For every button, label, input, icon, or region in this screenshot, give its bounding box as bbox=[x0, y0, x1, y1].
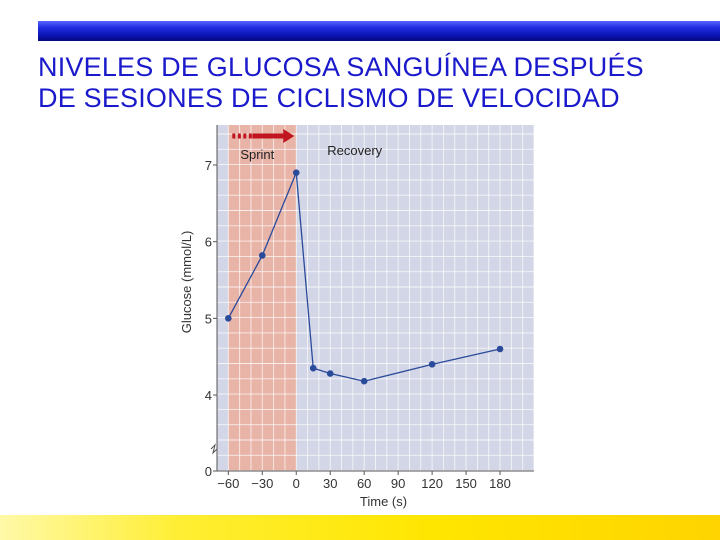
y-tick-label: 7 bbox=[205, 158, 212, 173]
x-tick-label: 60 bbox=[357, 476, 371, 491]
series-line bbox=[227, 172, 501, 382]
sprint-arrow-icon bbox=[232, 129, 295, 143]
y-axis-label: Glucose (mmol/L) bbox=[179, 231, 194, 334]
y-tick-label: 0 bbox=[205, 464, 212, 479]
x-tick-label: 150 bbox=[455, 476, 477, 491]
data-point bbox=[326, 370, 334, 377]
x-tick-label: 180 bbox=[489, 476, 511, 491]
x-tick-label: −60 bbox=[217, 476, 239, 491]
data-point bbox=[360, 377, 368, 385]
sprint-arrow-head bbox=[283, 129, 295, 143]
data-point bbox=[292, 169, 300, 176]
x-tick-label: 0 bbox=[293, 476, 300, 491]
sprint-label: Sprint bbox=[240, 147, 274, 162]
x-tick-labels: −60 −30 0 30 60 90 120 150 180 bbox=[217, 476, 511, 491]
y-tick-labels: 0 4 5 6 7 bbox=[205, 158, 212, 479]
bottom-decor-bar bbox=[0, 515, 720, 540]
recovery-label: Recovery bbox=[327, 143, 382, 158]
x-tick-label: 120 bbox=[421, 476, 443, 491]
axis-break-icon bbox=[210, 443, 218, 455]
axis-break-mark bbox=[210, 443, 218, 455]
top-decor-bar bbox=[38, 21, 720, 41]
data-point bbox=[225, 315, 232, 322]
slide-title-line-2: DE SESIONES DE CICLISMO DE VELOCIDAD bbox=[38, 83, 620, 113]
glucose-series bbox=[225, 169, 504, 385]
slide-title-line-1: NIVELES DE GLUCOSA SANGUÍNEA DESPUÉS bbox=[38, 52, 644, 82]
data-point bbox=[496, 345, 504, 353]
data-point bbox=[428, 361, 436, 368]
slide-title: NIVELES DE GLUCOSA SANGUÍNEA DESPUÉS DE … bbox=[38, 52, 708, 114]
y-tick-label: 6 bbox=[205, 235, 212, 250]
x-tick-label: 90 bbox=[391, 476, 405, 491]
data-point bbox=[258, 252, 266, 259]
x-axis-label: Time (s) bbox=[360, 494, 407, 509]
x-tick-label: 30 bbox=[323, 476, 337, 491]
y-tick-label: 4 bbox=[205, 388, 212, 403]
x-tick-label: −30 bbox=[251, 476, 273, 491]
y-tick-label: 5 bbox=[205, 311, 212, 326]
axes bbox=[213, 125, 534, 475]
data-point bbox=[309, 364, 317, 372]
